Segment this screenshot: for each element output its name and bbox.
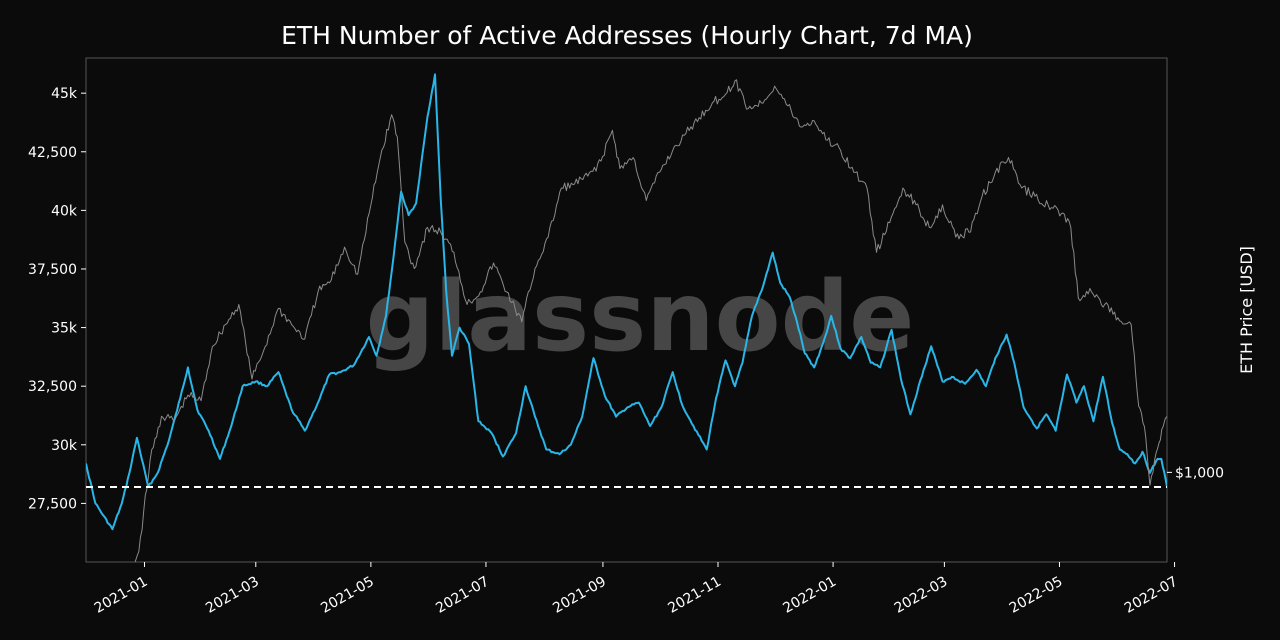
series-line-eth-price xyxy=(134,79,1167,562)
y-tick-label: 40k xyxy=(51,203,78,219)
y-tick-label: 42,500 xyxy=(28,145,77,161)
y-tick-label: 37,500 xyxy=(28,262,77,278)
y-tick-label: 27,500 xyxy=(28,496,77,512)
y-tick-label: 32,500 xyxy=(28,379,77,395)
watermark: glassnode xyxy=(366,261,915,373)
y-tick-label: 35k xyxy=(51,321,78,337)
chart-title: ETH Number of Active Addresses (Hourly C… xyxy=(281,21,973,50)
y-axis-left: 27,500 30k 32,500 35k 37,500 40k 42,500 45k xyxy=(28,86,86,512)
plot-area: glassnode xyxy=(85,57,1168,563)
plot-frame xyxy=(85,57,1168,563)
y-tick-label: 45k xyxy=(51,86,78,102)
y-right-tick-label: $1,000 xyxy=(1175,465,1224,481)
y-tick-label: 30k xyxy=(51,438,78,454)
series-line-active-addresses xyxy=(86,73,1167,531)
series-layer xyxy=(86,73,1167,562)
y-right-axis-label: ETH Price [USD] xyxy=(1237,246,1256,374)
